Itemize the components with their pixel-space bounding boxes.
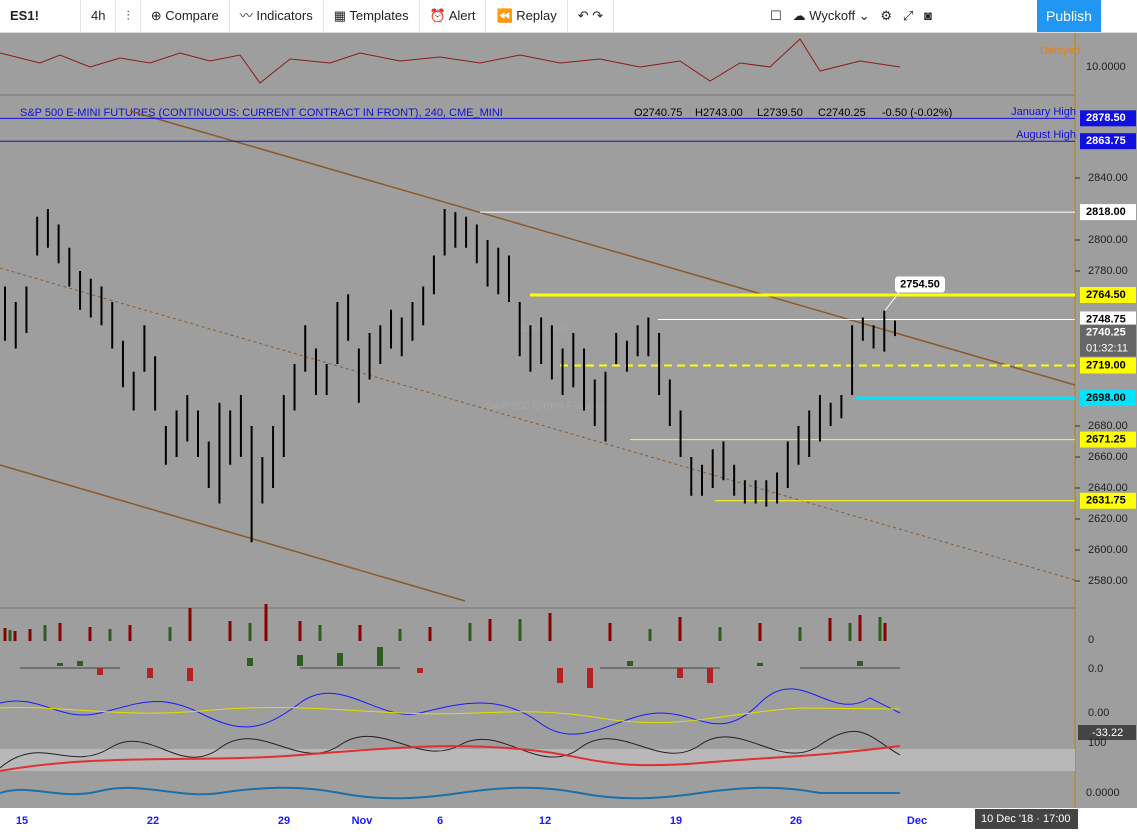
callout-box (895, 276, 945, 293)
compare[interactable]: ⊕ Compare (141, 0, 230, 32)
level-label: 2863.75 (1086, 135, 1126, 147)
level-label: 2719.00 (1086, 359, 1126, 371)
watermark-symbol: ES1!, 240 (521, 322, 569, 334)
y-tick-label: 2680.00 (1088, 420, 1128, 432)
last-badge (1080, 324, 1136, 357)
level-badge (1080, 492, 1136, 509)
layout[interactable]: ☐ ☁ Wyckoff ⌄ ⚙ ⤢ ◙ (770, 8, 932, 23)
templates[interactable]: ▦ Templates (324, 0, 420, 32)
time-label: Dec (907, 815, 927, 827)
osc-line (0, 688, 901, 735)
time-label: 12 (539, 815, 551, 827)
level-badge (1080, 431, 1136, 448)
time-label: 15 (16, 815, 28, 827)
time-axis (0, 808, 1137, 835)
time-label: 19 (670, 815, 682, 827)
level-name: January High (1011, 106, 1076, 118)
top-value: 10.0000 (1086, 61, 1126, 73)
toolbar: ES1! 4h ⫶ ⊕ Compare 〰 Indicators ▦ Templ… (0, 0, 1137, 33)
time-cursor-badge (975, 809, 1078, 829)
delayed: Delayed (1040, 45, 1080, 57)
level-badge (1080, 133, 1136, 150)
bottom-value: 0.0000 (1086, 787, 1120, 799)
level-label: 2698.00 (1086, 392, 1126, 404)
y-tick-label: 2620.00 (1088, 513, 1128, 525)
y-tick-label: 2580.00 (1088, 575, 1128, 587)
alert[interactable]: ⏰ Alert (420, 0, 487, 32)
time-label: 6 (437, 815, 443, 827)
level-label: 2631.75 (1086, 495, 1126, 507)
time-label: 29 (278, 815, 290, 827)
replay[interactable]: ⏪ Replay (486, 0, 568, 32)
osc-signal (0, 707, 901, 724)
volume-pane (0, 604, 1075, 641)
level-badge (1080, 390, 1136, 407)
macd-hist (97, 668, 713, 688)
watermark-name: S&P 500 E-mini Futures (486, 400, 604, 412)
level-label: 2764.50 (1086, 289, 1126, 301)
callout-label: 2754.50 (900, 278, 940, 290)
label: Templates (349, 8, 409, 23)
stoch-d (0, 745, 901, 772)
level-badge (1080, 204, 1136, 221)
level-label: 2748.75 (1086, 313, 1126, 325)
volume-value: 0 (1088, 634, 1094, 646)
level-label: 2878.50 (1086, 112, 1126, 124)
level-name: August High (1016, 129, 1076, 141)
y-tick-label: 2780.00 (1088, 265, 1128, 277)
legend-title: S&P 500 E-MINI FUTURES (CONTINUOUS: CURR… (20, 107, 503, 119)
bottom-line (0, 786, 900, 800)
trend-line (0, 464, 466, 602)
last-label: 2740.25 (1086, 327, 1126, 339)
legend-high: H2743.00 (695, 107, 743, 119)
label: Replay (516, 8, 557, 23)
level-label: 2818.00 (1086, 206, 1126, 218)
osc-current: -33.22 (1092, 727, 1123, 739)
indicators[interactable]: 〰 Indicators (230, 0, 324, 32)
y-tick-label: 2600.00 (1088, 544, 1128, 556)
macd-value: 0.0 (1088, 663, 1103, 675)
countdown: 01:32:11 (1086, 343, 1128, 355)
level-badge (1080, 311, 1136, 328)
macd-hist (57, 647, 863, 666)
legend-close: C2740.25 (818, 107, 866, 119)
level-label: 2671.25 (1086, 433, 1126, 445)
level-badge (1080, 357, 1136, 374)
trend-line (129, 110, 1076, 386)
chart: 10.0000 Delayed S&P 500 E-MINI FUTURES (… (0, 33, 1137, 835)
level-badge (1080, 110, 1136, 127)
label: Alert (448, 8, 476, 23)
time-label: 22 (147, 815, 159, 827)
background (0, 33, 1137, 835)
y-tick-label: 2840.00 (1088, 172, 1128, 184)
undo-redo[interactable]: ↶ ↷ (568, 0, 615, 32)
stoch-value: 100 (1088, 737, 1106, 749)
symbol[interactable]: ES1! (0, 0, 81, 32)
interval[interactable]: 4h (81, 0, 117, 32)
label: Compare (165, 8, 219, 23)
level-badge (1080, 287, 1136, 304)
stoch-k (0, 730, 901, 769)
time-label: Nov (352, 815, 374, 827)
y-tick-label: 2800.00 (1088, 234, 1128, 246)
trend-line (0, 267, 1076, 581)
layout-name: Wyckoff (809, 8, 856, 23)
legend-open: O2740.75 (634, 107, 682, 119)
bar-style[interactable]: ⫶ (116, 0, 141, 32)
time-label: 26 (790, 815, 802, 827)
osc-value: 0.00 (1088, 707, 1109, 719)
label: Indicators (256, 8, 313, 23)
publish-button[interactable]: Publish (1037, 0, 1101, 32)
time-cursor: 10 Dec '18 · 17:00 (981, 813, 1071, 825)
legend-change: -0.50 (-0.02%) (882, 107, 952, 119)
osc-badge (1078, 725, 1136, 740)
y-tick-label: 2640.00 (1088, 482, 1128, 494)
legend-low: L2739.50 (757, 107, 803, 119)
top-indicator (0, 38, 901, 84)
y-tick-label: 2660.00 (1088, 451, 1128, 463)
